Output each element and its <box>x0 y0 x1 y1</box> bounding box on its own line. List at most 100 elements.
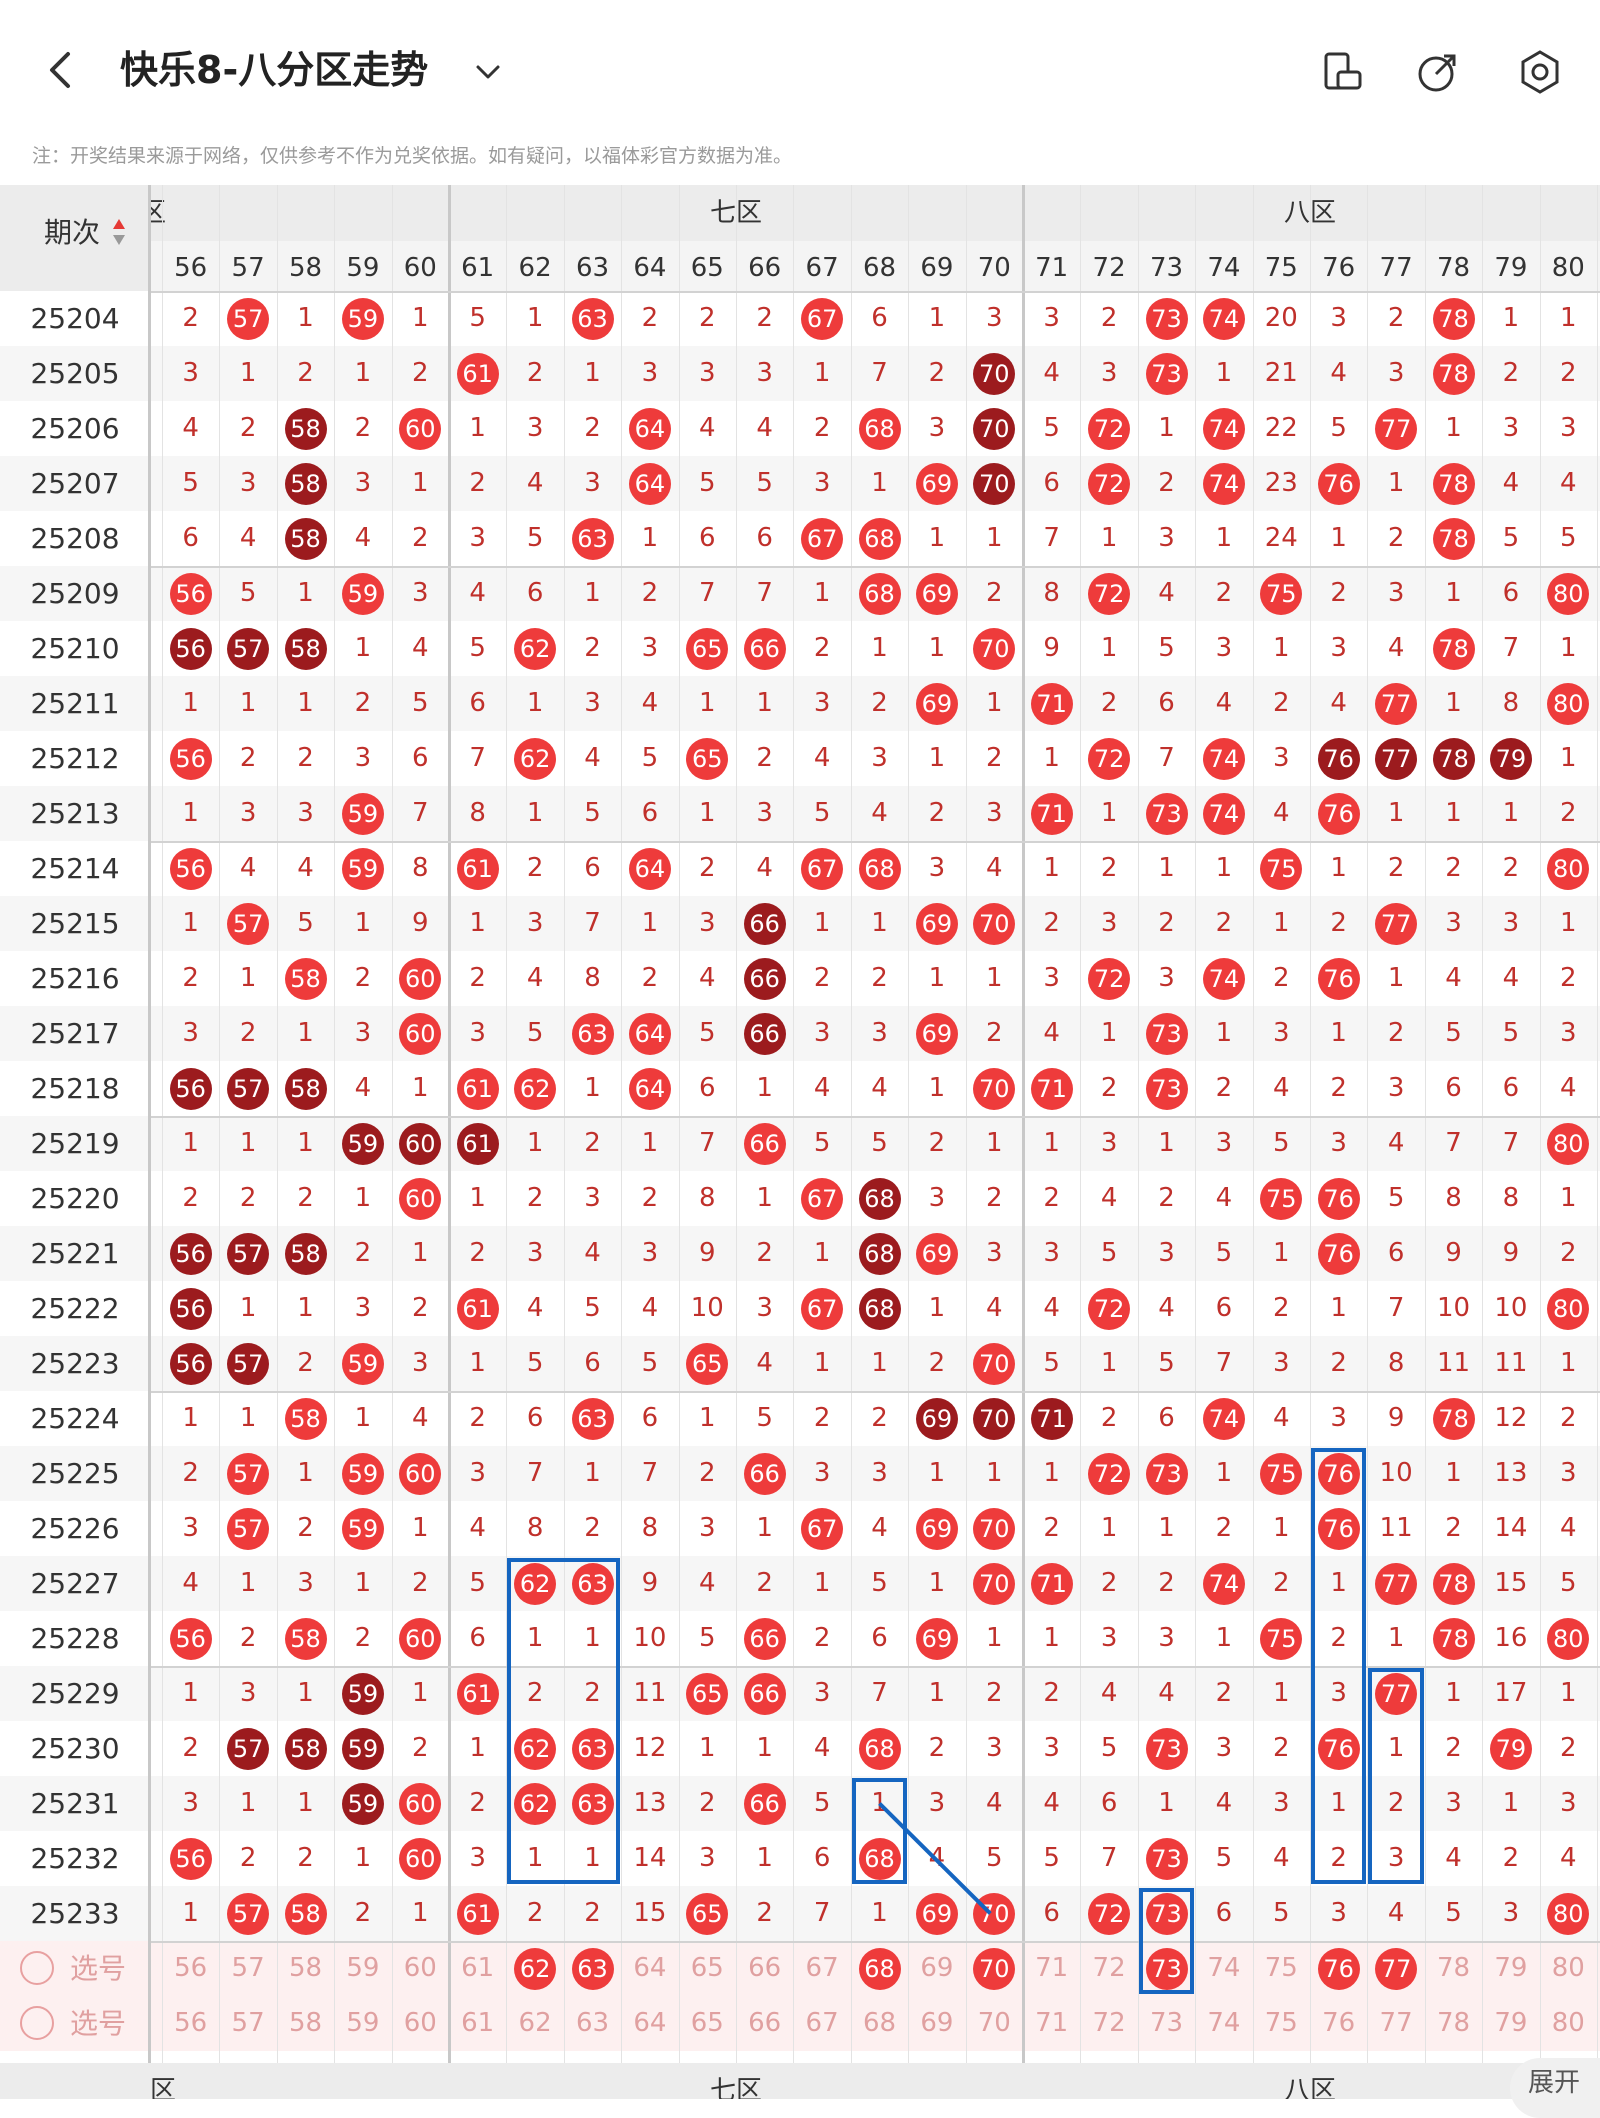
select-number-79[interactable]: 79 <box>1494 2008 1528 2038</box>
select-number-75[interactable]: 75 <box>1264 1953 1298 1983</box>
select-number-56[interactable]: 56 <box>174 2008 208 2038</box>
select-number-77[interactable]: 77 <box>1379 2008 1413 2038</box>
select-radio[interactable] <box>20 2006 54 2040</box>
select-number-57[interactable]: 57 <box>231 1953 265 1983</box>
chevron-down-icon[interactable] <box>472 56 504 88</box>
miss-count: 3 <box>1330 1678 1347 1708</box>
selected-ball-63[interactable]: 63 <box>571 1947 614 1990</box>
miss-count: 2 <box>239 1183 257 1213</box>
miss-count: 2 <box>469 468 486 498</box>
miss-count: 1 <box>813 1348 831 1378</box>
ball-80: 80 <box>1547 1287 1590 1330</box>
select-number-69[interactable]: 69 <box>920 2008 954 2038</box>
select-number-69[interactable]: 69 <box>920 1953 954 1983</box>
select-number-65[interactable]: 65 <box>690 2008 724 2038</box>
expand-button[interactable]: 展开 <box>1510 2058 1600 2118</box>
select-number-67[interactable]: 67 <box>805 1953 839 1983</box>
select-number-56[interactable]: 56 <box>174 1953 208 1983</box>
select-number-70[interactable]: 70 <box>977 2008 1011 2038</box>
select-number-72[interactable]: 72 <box>1092 1953 1126 1983</box>
selected-ball-70[interactable]: 70 <box>973 1947 1016 1990</box>
select-number-74[interactable]: 74 <box>1207 1953 1241 1983</box>
miss-count: 6 <box>871 1623 888 1653</box>
select-number-67[interactable]: 67 <box>805 2008 839 2038</box>
select-number-66[interactable]: 66 <box>748 1953 782 1983</box>
ball-73: 73 <box>1145 297 1188 340</box>
ball-62: 62 <box>514 1727 557 1770</box>
miss-count: 1 <box>584 358 601 388</box>
select-number-62[interactable]: 62 <box>518 2008 552 2038</box>
miss-count: 2 <box>584 633 601 663</box>
ball-70: 70 <box>973 1507 1016 1550</box>
miss-count: 15 <box>633 1898 667 1928</box>
select-number-72[interactable]: 72 <box>1092 2008 1126 2038</box>
select-number-64[interactable]: 64 <box>633 1953 667 1983</box>
select-number-79[interactable]: 79 <box>1494 1953 1528 1983</box>
miss-count: 6 <box>584 1348 601 1378</box>
select-number-73[interactable]: 73 <box>1149 2008 1184 2038</box>
column-divider <box>1424 185 1426 2065</box>
settings-icon[interactable] <box>1516 48 1564 96</box>
share-icon[interactable] <box>1414 48 1462 96</box>
miss-count: 5 <box>1560 1568 1577 1598</box>
app-header: 快乐8-八分区走势 注：开奖结果来源于网络，仅供参考不作为兑奖依据。如有疑问，以… <box>0 0 1600 167</box>
miss-count: 10 <box>1494 1293 1528 1323</box>
column-divider <box>334 185 336 2065</box>
select-number-64[interactable]: 64 <box>633 2008 667 2038</box>
issue-stripe <box>0 786 150 841</box>
select-number-80[interactable]: 80 <box>1551 2008 1585 2038</box>
miss-count: 3 <box>1273 743 1290 773</box>
miss-count: 4 <box>928 1843 946 1873</box>
issue-number: 25232 <box>30 1842 120 1875</box>
select-number-80[interactable]: 80 <box>1551 1953 1585 1983</box>
select-number-78[interactable]: 78 <box>1436 1953 1471 1983</box>
select-number-71[interactable]: 71 <box>1035 2008 1069 2038</box>
select-number-68[interactable]: 68 <box>862 2008 897 2038</box>
miss-count: 2 <box>1560 358 1577 388</box>
select-number-61[interactable]: 61 <box>461 2008 495 2038</box>
selected-ball-77[interactable]: 77 <box>1375 1947 1418 1990</box>
selected-ball-73[interactable]: 73 <box>1145 1947 1188 1990</box>
select-number-60[interactable]: 60 <box>403 2008 437 2038</box>
sort-icon[interactable] <box>112 217 125 253</box>
issue-header[interactable]: 期次 <box>44 216 101 249</box>
select-number-66[interactable]: 66 <box>748 2008 782 2038</box>
select-number-59[interactable]: 59 <box>346 2008 380 2038</box>
select-number-58[interactable]: 58 <box>288 2008 323 2038</box>
select-number-65[interactable]: 65 <box>690 1953 724 1983</box>
column-number: 62 <box>518 253 552 283</box>
ball-65: 65 <box>686 1342 729 1385</box>
select-number-58[interactable]: 58 <box>288 1953 323 1983</box>
miss-count: 3 <box>1387 358 1405 388</box>
miss-count: 3 <box>1502 1898 1520 1928</box>
miss-count: 5 <box>584 1293 601 1323</box>
ball-70: 70 <box>973 902 1016 945</box>
select-number-71[interactable]: 71 <box>1035 1953 1069 1983</box>
select-number-76[interactable]: 76 <box>1322 2008 1356 2038</box>
select-number-60[interactable]: 60 <box>403 1953 437 1983</box>
ball-57: 57 <box>227 1342 270 1385</box>
screen-rotate-icon[interactable] <box>1318 48 1366 96</box>
miss-count: 1 <box>297 1018 314 1048</box>
miss-count: 1 <box>239 1293 257 1323</box>
back-arrow-icon[interactable] <box>40 48 84 92</box>
miss-count: 3 <box>928 1788 946 1818</box>
ball-60: 60 <box>399 1837 442 1880</box>
selected-ball-76[interactable]: 76 <box>1317 1947 1360 1990</box>
select-number-63[interactable]: 63 <box>575 2008 610 2038</box>
ball-59: 59 <box>341 1342 384 1385</box>
select-number-78[interactable]: 78 <box>1436 2008 1471 2038</box>
select-radio[interactable] <box>20 1951 54 1985</box>
miss-count: 3 <box>1100 358 1118 388</box>
select-number-74[interactable]: 74 <box>1207 2008 1241 2038</box>
selected-ball-62[interactable]: 62 <box>514 1947 557 1990</box>
miss-count: 3 <box>584 468 601 498</box>
select-number-75[interactable]: 75 <box>1264 2008 1298 2038</box>
miss-count: 1 <box>871 908 888 938</box>
ball-73: 73 <box>1145 1837 1188 1880</box>
select-number-57[interactable]: 57 <box>231 2008 265 2038</box>
selected-ball-68[interactable]: 68 <box>858 1947 901 1990</box>
miss-count: 3 <box>813 1458 831 1488</box>
select-number-61[interactable]: 61 <box>461 1953 495 1983</box>
select-number-59[interactable]: 59 <box>346 1953 380 1983</box>
